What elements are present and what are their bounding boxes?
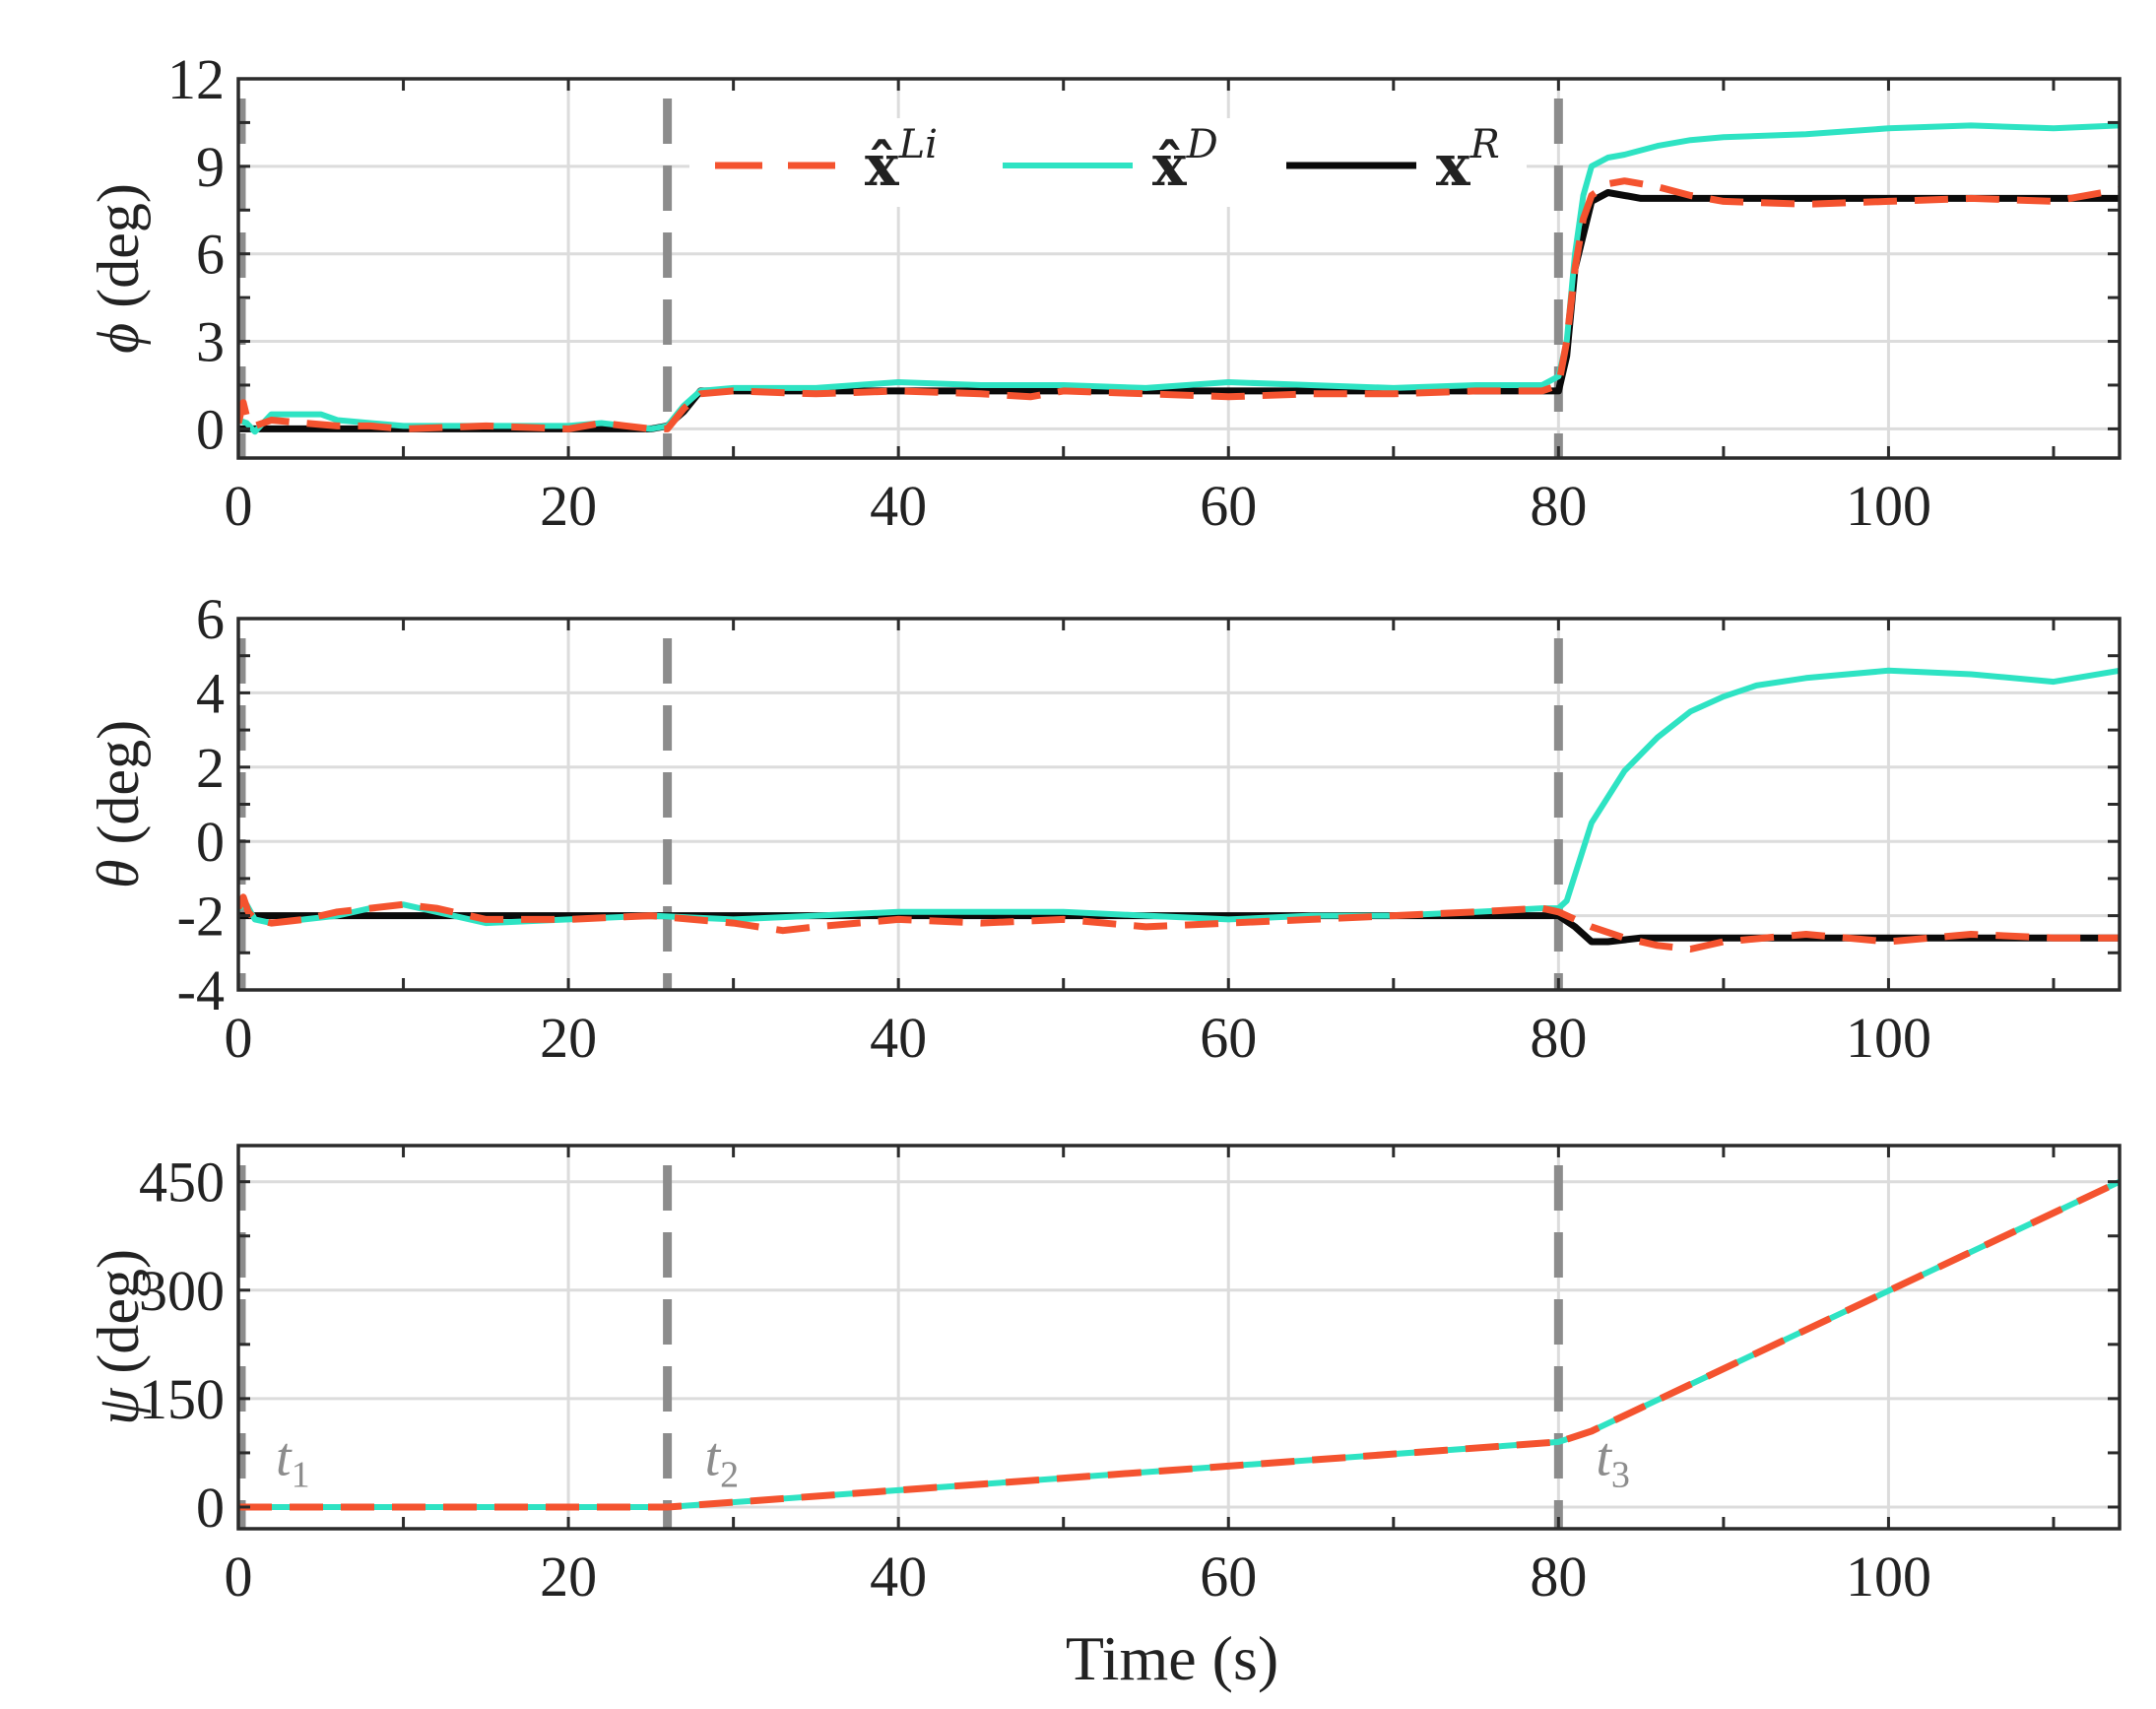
- y-tick-label: 0: [196, 1476, 225, 1540]
- event-marker-label-sub: 1: [292, 1455, 310, 1496]
- y-tick-label: 0: [196, 810, 225, 874]
- y-axis-label-unit: (deg): [86, 183, 151, 308]
- series-line-xR: [238, 912, 2120, 946]
- x-tick-label: 60: [1200, 1545, 1257, 1609]
- series-line-xLi: [238, 177, 2120, 432]
- y-tick-label: 150: [139, 1367, 225, 1431]
- x-tick-label: 40: [870, 474, 927, 538]
- panel-phi: 0 20 40 60 80 100 0 3 6 9 12 ϕ (deg): [86, 47, 2122, 538]
- y-tick-label: 6: [196, 223, 225, 287]
- y-axis-label-unit: (deg): [86, 720, 151, 845]
- series-line-xLi: [238, 893, 2120, 953]
- legend-entry-sup: Li: [898, 122, 938, 167]
- event-marker-label: t3: [1596, 1427, 1630, 1496]
- x-tick-label: 0: [225, 474, 253, 538]
- x-tick-label: 20: [540, 474, 597, 538]
- event-marker-label-sub: 2: [720, 1455, 739, 1496]
- x-tick-label: 60: [1200, 474, 1257, 538]
- series-line-xD: [238, 1178, 2120, 1510]
- y-tick-label: 9: [196, 135, 225, 199]
- y-axis-label-unit: (deg): [86, 1249, 151, 1374]
- event-marker-label-sub: 3: [1611, 1455, 1630, 1496]
- event-marker-label-base: t: [1596, 1427, 1612, 1488]
- y-axis-label: ψ (deg): [86, 1249, 151, 1425]
- legend-entry-sup: D: [1186, 122, 1218, 167]
- series-group: [238, 122, 2120, 435]
- x-tick-label: 40: [870, 1545, 927, 1609]
- axes-box: [236, 77, 2122, 460]
- series-line-xLi: [238, 1178, 2120, 1511]
- y-axis-label: θ (deg): [86, 720, 151, 888]
- y-axis-label-symbol: ψ: [86, 1374, 151, 1425]
- x-tick-label: 80: [1530, 1545, 1587, 1609]
- x-tick-label: 20: [540, 1545, 597, 1609]
- x-tick-label: 100: [1846, 1545, 1931, 1609]
- x-tick-label: 100: [1846, 474, 1931, 538]
- axes-box: [236, 1144, 2122, 1531]
- legend-entry-xR: xR: [1436, 122, 1500, 199]
- y-axis-label: ϕ (deg): [86, 183, 151, 354]
- x-tick-label: 40: [870, 1006, 927, 1070]
- series-group: [238, 667, 2120, 953]
- event-marker-label-base: t: [276, 1427, 293, 1488]
- x-tick-label: 80: [1530, 474, 1587, 538]
- x-axis-label: Time (s): [1066, 1623, 1278, 1693]
- series-group: [238, 1178, 2120, 1511]
- y-tick-label: -4: [177, 958, 225, 1022]
- x-tick-label: 100: [1846, 1006, 1931, 1070]
- y-tick-label: 300: [139, 1259, 225, 1323]
- legend-entry-xLi: x̂Li: [865, 122, 938, 199]
- x-tick-label: 80: [1530, 1006, 1587, 1070]
- y-tick-label: 0: [196, 397, 225, 461]
- x-tick-label: 20: [540, 1006, 597, 1070]
- legend-entry-xD: x̂D: [1152, 122, 1218, 199]
- event-marker-label: t2: [705, 1427, 740, 1496]
- legend-entry-base: x: [1436, 132, 1470, 199]
- y-tick-label: 12: [167, 47, 225, 111]
- x-tick-label: 0: [225, 1545, 253, 1609]
- y-tick-label: 2: [196, 736, 225, 800]
- event-marker-label: t1: [276, 1427, 310, 1496]
- legend-entry-base: x̂: [865, 132, 899, 199]
- y-tick-label: 6: [196, 587, 225, 651]
- series-line-xD: [238, 667, 2120, 927]
- x-tick-label: 60: [1200, 1006, 1257, 1070]
- y-tick-label: 3: [196, 310, 225, 374]
- y-tick-label: -2: [177, 885, 225, 949]
- legend-entry-base: x̂: [1152, 132, 1187, 199]
- y-axis-label-symbol: ϕ: [86, 308, 151, 354]
- y-axis-label-symbol: θ: [86, 845, 151, 888]
- legend-entry-sup: R: [1470, 122, 1500, 167]
- y-tick-label: 450: [139, 1150, 225, 1215]
- legend: x̂Li x̂D xR: [689, 118, 1527, 207]
- event-marker-label-base: t: [705, 1427, 722, 1488]
- y-tick-label: 4: [196, 661, 225, 725]
- x-tick-label: 0: [225, 1006, 253, 1070]
